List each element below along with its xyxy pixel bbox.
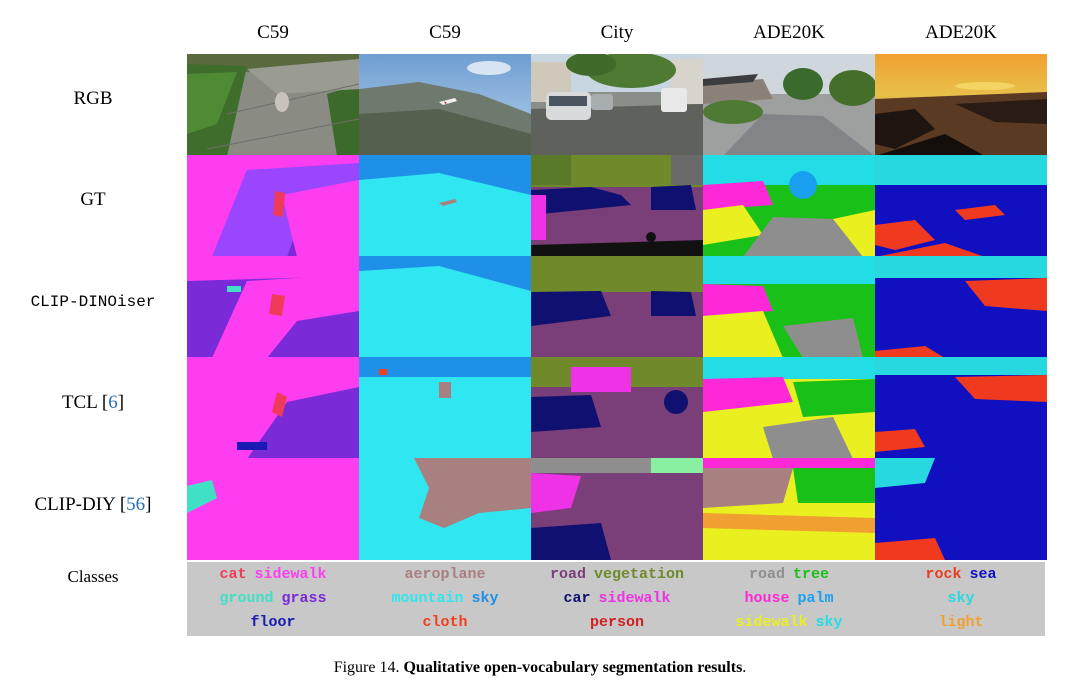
- caption-title: Qualitative open-vocabulary segmentation…: [403, 659, 743, 676]
- class-label-cloth: cloth: [422, 614, 468, 631]
- dinoiser-mask-sunset-sea: [875, 256, 1047, 358]
- diy-label-text: CLIP-DIY [: [34, 494, 127, 515]
- class-label-sidewalk: sidewalk: [598, 590, 671, 607]
- class-label-sky: sky: [815, 614, 843, 631]
- class-label-sea: sea: [969, 566, 997, 583]
- class-label-person: person: [589, 614, 644, 631]
- class-label-road: road: [748, 566, 785, 583]
- dinoiser-mask-aeroplane: [359, 256, 531, 358]
- gt-mask-aeroplane: [359, 155, 531, 257]
- gt-mask-cat-sidewalk: [187, 155, 359, 257]
- class-legend-column: cat sidewalk ground grass floor: [187, 562, 359, 637]
- gt-mask-city-street: [531, 155, 703, 257]
- class-legend-line: aeroplane: [359, 563, 531, 587]
- class-legend-column: road vegetation car sidewalk person: [531, 562, 703, 637]
- diy-mask-city-street: [531, 458, 703, 560]
- class-label-vegetation: vegetation: [594, 566, 685, 583]
- column-header-ade20k-2: ADE20K: [925, 22, 997, 43]
- diy-citation[interactable]: 56: [126, 494, 146, 515]
- row-label-gt: GT: [80, 189, 106, 210]
- class-legend-line: car sidewalk: [531, 587, 703, 611]
- dinoiser-mask-cat-sidewalk: [187, 256, 359, 358]
- class-label-grass: grass: [281, 590, 327, 607]
- class-label-aeroplane: aeroplane: [404, 566, 486, 583]
- gt-mask-sunset-sea: [875, 155, 1047, 257]
- class-label-rock: rock: [925, 566, 962, 583]
- caption-prefix: Figure 14.: [333, 659, 404, 676]
- dinoiser-mask-city-street: [531, 256, 703, 358]
- class-label-light: light: [938, 614, 984, 631]
- class-label-sky: sky: [471, 590, 499, 607]
- caption-suffix: .: [742, 659, 747, 676]
- tcl-citation[interactable]: 6: [108, 392, 118, 413]
- row-label-rgb: RGB: [73, 88, 113, 109]
- column-header-ade20k-1: ADE20K: [753, 22, 825, 43]
- class-label-tree: tree: [793, 566, 830, 583]
- tcl-mask-cat-sidewalk: [187, 357, 359, 459]
- class-label-ground: ground: [219, 590, 274, 607]
- column-header-city: City: [600, 22, 634, 43]
- diy-mask-cat-sidewalk: [187, 458, 359, 560]
- column-header-c59-2: C59: [429, 22, 461, 43]
- class-label-mountain: mountain: [391, 590, 464, 607]
- row-label-clip-diy: CLIP-DIY [56]: [0, 494, 186, 516]
- class-legend-column: aeroplane mountain sky cloth: [359, 562, 531, 637]
- class-label-car: car: [563, 590, 591, 607]
- class-legend-line: light: [875, 611, 1047, 635]
- diy-mask-aeroplane: [359, 458, 531, 560]
- class-legend-line: cloth: [359, 611, 531, 635]
- class-label-sky: sky: [947, 590, 975, 607]
- class-label-palm: palm: [797, 590, 834, 607]
- class-legend-line: house palm: [703, 587, 875, 611]
- classes-band: [187, 562, 1045, 636]
- class-legend-line: cat sidewalk: [187, 563, 359, 587]
- class-label-road: road: [549, 566, 586, 583]
- class-label-sidewalk: sidewalk: [735, 614, 808, 631]
- rgb-image-sunset-sea: [875, 54, 1047, 156]
- class-legend-line: person: [531, 611, 703, 635]
- rgb-image-cat-sidewalk: [187, 54, 359, 156]
- class-label-floor: floor: [250, 614, 296, 631]
- class-legend-line: mountain sky: [359, 587, 531, 611]
- class-label-house: house: [744, 590, 790, 607]
- tcl-label-text: TCL [: [61, 392, 109, 413]
- class-legend-line: floor: [187, 611, 359, 635]
- diy-mask-sunset-sea: [875, 458, 1047, 560]
- class-legend-line: rock sea: [875, 563, 1047, 587]
- rgb-image-ade20k-road: [703, 54, 875, 156]
- class-label-sidewalk: sidewalk: [254, 566, 327, 583]
- tcl-mask-city-street: [531, 357, 703, 459]
- class-legend-column: rock sea sky light: [875, 562, 1047, 637]
- diy-label-close: ]: [145, 494, 152, 515]
- class-label-cat: cat: [219, 566, 247, 583]
- row-label-clip-dinoiser: CLIP-DINOiser: [30, 293, 156, 311]
- rgb-image-city-street: [531, 54, 703, 156]
- class-legend-line: road tree: [703, 563, 875, 587]
- class-legend-line: ground grass: [187, 587, 359, 611]
- class-legend-line: sky: [875, 587, 1047, 611]
- class-legend-line: road vegetation: [531, 563, 703, 587]
- dinoiser-mask-ade20k-road: [703, 256, 875, 358]
- tcl-label-close: ]: [117, 392, 125, 413]
- diy-mask-ade20k-road: [703, 458, 875, 560]
- class-legend-column: road tree house palm sidewalk sky: [703, 562, 875, 637]
- gt-mask-ade20k-road: [703, 155, 875, 257]
- row-label-classes: Classes: [67, 567, 119, 586]
- rgb-image-aeroplane: [359, 54, 531, 156]
- column-header-c59-1: C59: [257, 22, 289, 43]
- tcl-mask-sunset-sea: [875, 357, 1047, 459]
- figure-caption: Figure 14. Qualitative open-vocabulary s…: [0, 659, 1080, 677]
- tcl-mask-aeroplane: [359, 357, 531, 459]
- class-legend-line: sidewalk sky: [703, 611, 875, 635]
- row-label-tcl: TCL [6]: [0, 392, 186, 414]
- tcl-mask-ade20k-road: [703, 357, 875, 459]
